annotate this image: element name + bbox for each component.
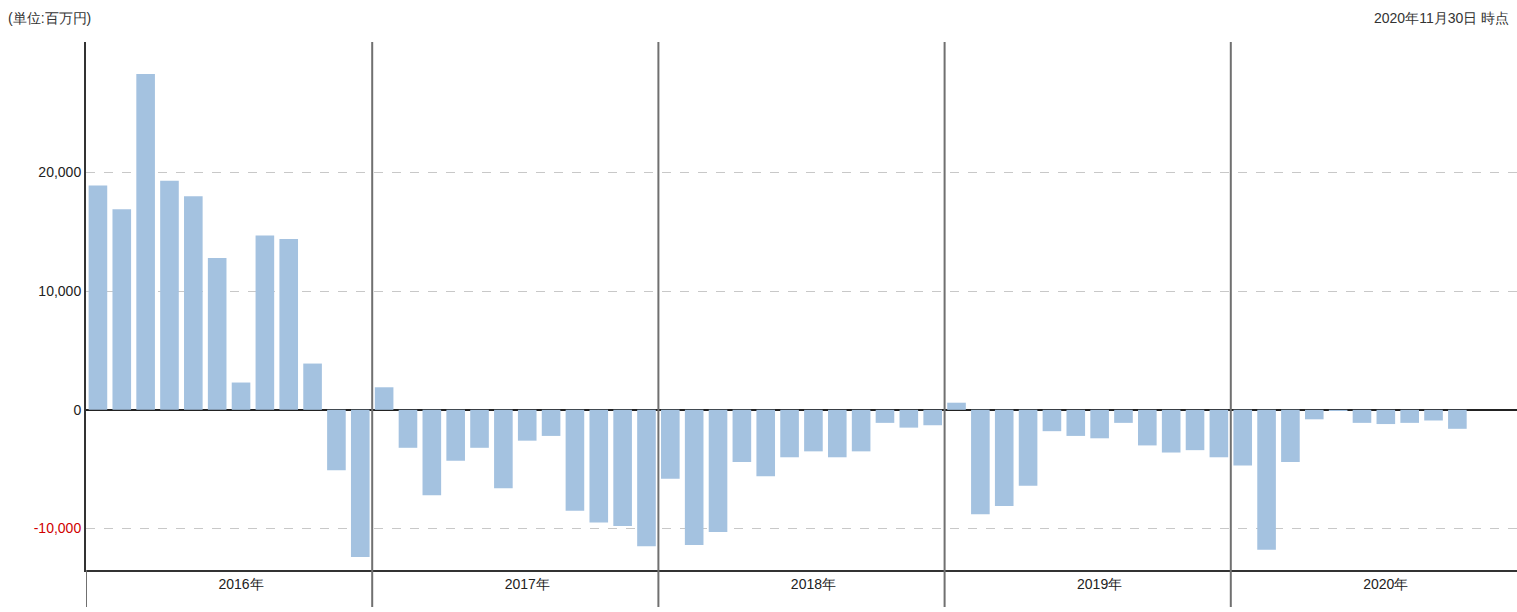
svg-text:2020年: 2020年 <box>1363 576 1408 592</box>
svg-text:-10,000: -10,000 <box>34 520 82 536</box>
svg-text:20,000: 20,000 <box>38 164 81 180</box>
svg-text:10,000: 10,000 <box>38 283 81 299</box>
svg-text:(単位:百万円): (単位:百万円) <box>8 10 91 26</box>
svg-text:2017年: 2017年 <box>505 576 550 592</box>
svg-text:2019年: 2019年 <box>1077 576 1122 592</box>
svg-text:2020年11月30日 時点: 2020年11月30日 時点 <box>1374 10 1509 26</box>
svg-text:0: 0 <box>73 402 81 418</box>
svg-text:2016年: 2016年 <box>218 576 263 592</box>
svg-text:2018年: 2018年 <box>791 576 836 592</box>
